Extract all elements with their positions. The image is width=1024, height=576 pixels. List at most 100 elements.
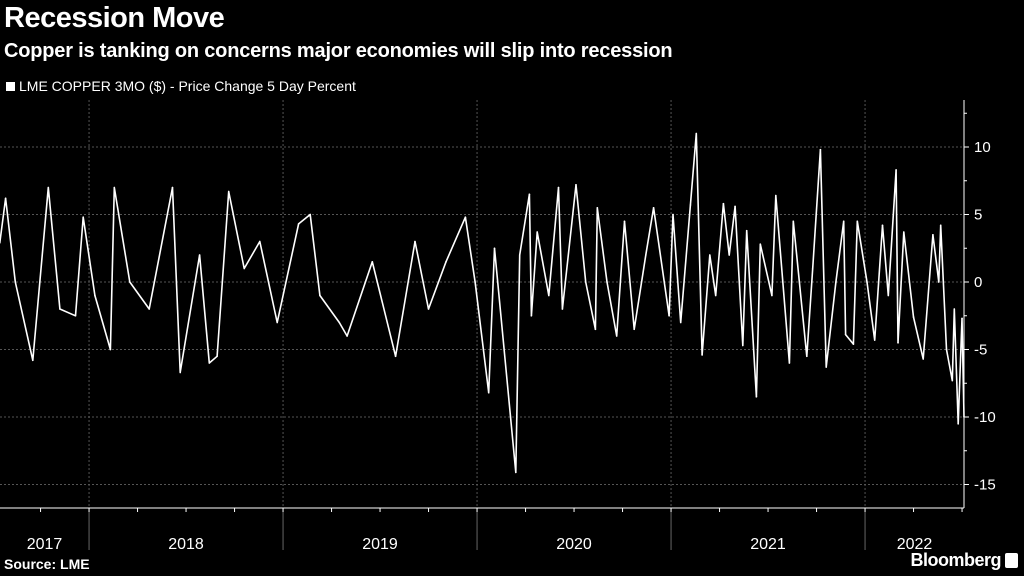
data-point <box>852 343 855 345</box>
y-tick-label: -10 <box>974 409 996 426</box>
data-point <box>518 254 521 256</box>
data-point <box>937 281 940 283</box>
data-point <box>679 321 682 324</box>
data-point <box>548 294 550 297</box>
data-point <box>856 220 859 223</box>
data-point <box>775 194 777 197</box>
data-point <box>722 202 725 205</box>
data-point <box>243 267 246 270</box>
data-point <box>596 206 599 209</box>
data-point <box>47 186 50 189</box>
data-point <box>819 148 822 151</box>
data-point <box>825 366 828 368</box>
data-point <box>227 190 230 193</box>
y-tick-label: 5 <box>974 207 982 224</box>
data-point <box>82 216 85 218</box>
data-point <box>953 308 956 310</box>
data-point <box>961 317 963 320</box>
legend: LME COPPER 3MO ($) - Price Change 5 Day … <box>6 78 356 94</box>
data-point <box>113 186 116 189</box>
data-point <box>208 362 211 364</box>
data-point <box>594 328 597 331</box>
data-point <box>606 281 608 283</box>
data-point <box>319 294 321 297</box>
data-point <box>806 355 808 358</box>
data-point <box>0 242 1 244</box>
data-point <box>216 355 218 358</box>
data-point <box>912 316 915 318</box>
x-tick-label: 2019 <box>362 536 398 553</box>
data-point <box>957 422 959 425</box>
data-point <box>755 395 758 398</box>
data-point <box>276 321 279 324</box>
data-point <box>615 335 618 337</box>
data-point <box>873 339 876 341</box>
x-tick-label: 2017 <box>27 536 63 553</box>
data-point <box>561 308 564 310</box>
data-point <box>709 254 711 256</box>
data-point <box>557 186 560 189</box>
data-point <box>903 231 905 233</box>
data-point <box>31 359 34 362</box>
data-point <box>932 233 934 236</box>
data-point <box>14 281 17 283</box>
data-point <box>515 471 517 474</box>
x-tick-label: 2018 <box>168 536 204 553</box>
data-point <box>742 344 744 347</box>
data-point <box>575 184 577 186</box>
data-point <box>179 371 182 374</box>
data-point <box>487 391 490 394</box>
legend-swatch <box>6 81 15 91</box>
data-point <box>714 294 717 297</box>
data-point <box>297 223 300 225</box>
data-point <box>171 186 174 189</box>
data-point <box>792 220 795 223</box>
data-point <box>887 294 890 297</box>
data-point <box>633 328 635 331</box>
data-point <box>445 260 447 263</box>
data-point <box>701 354 703 356</box>
y-tick-label: 0 <box>974 274 982 291</box>
data-point <box>668 314 670 317</box>
y-tick-label: -15 <box>974 477 996 494</box>
data-point <box>128 281 131 283</box>
data-point <box>672 213 674 216</box>
data-point <box>493 247 496 250</box>
data-point <box>728 254 731 256</box>
data-point <box>734 205 736 208</box>
data-point <box>623 220 626 223</box>
data-point <box>94 294 96 297</box>
data-point <box>258 240 261 243</box>
data-point <box>427 308 430 310</box>
data-point <box>771 294 773 297</box>
data-point <box>788 362 791 364</box>
data-point <box>842 220 845 223</box>
data-point <box>464 216 467 218</box>
data-point <box>811 267 814 270</box>
data-point <box>371 260 374 263</box>
data-point <box>759 243 762 245</box>
data-point <box>689 204 692 206</box>
series-line-copper-5d-change <box>0 132 965 474</box>
data-point <box>198 254 201 256</box>
data-point <box>74 314 77 317</box>
data-point <box>897 341 899 344</box>
data-point <box>963 416 965 418</box>
data-point <box>59 308 61 310</box>
data-point <box>695 132 698 135</box>
data-point <box>584 281 587 283</box>
chart-title: Recession Move <box>4 2 225 34</box>
data-point <box>652 206 655 209</box>
data-point <box>4 197 7 200</box>
data-point <box>148 308 150 310</box>
data-point <box>881 224 884 227</box>
data-point <box>338 321 341 324</box>
data-point <box>844 333 847 336</box>
y-tick-label: -5 <box>974 342 987 359</box>
data-point <box>895 169 897 171</box>
legend-label: LME COPPER 3MO ($) - Price Change 5 Day … <box>19 78 356 94</box>
data-point <box>346 335 348 337</box>
data-point <box>939 224 942 227</box>
brand-name: Bloomberg <box>910 550 1001 570</box>
